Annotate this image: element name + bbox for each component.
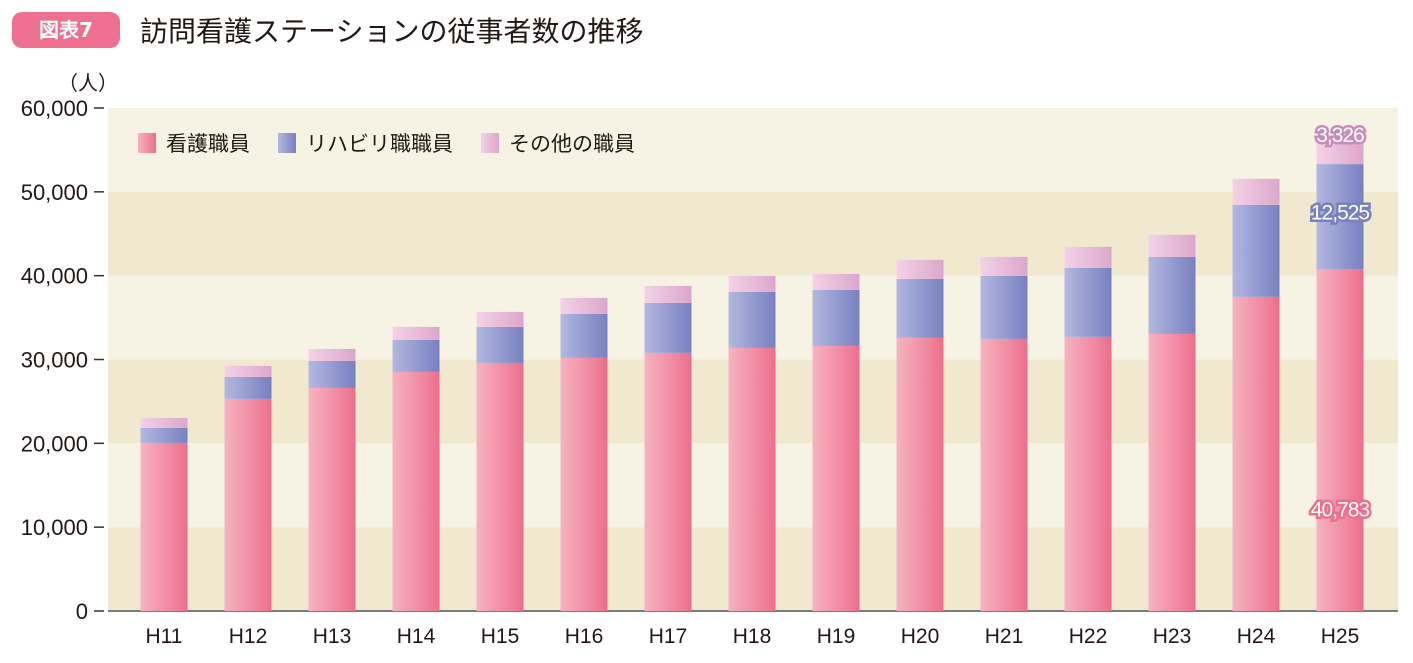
- bar-H12-看護職員: [224, 398, 272, 611]
- bar-H11-その他の職員: [140, 417, 188, 428]
- bar-H20-看護職員: [896, 337, 944, 611]
- bar-H25-看護職員: [1316, 269, 1364, 611]
- bar-H16-看護職員: [560, 357, 608, 611]
- y-tick-label: 20,000: [21, 431, 88, 456]
- legend-label: その他の職員: [509, 133, 635, 156]
- x-tick-label: H18: [733, 625, 772, 648]
- legend-swatch: [138, 133, 156, 153]
- y-tick-label: 10,000: [21, 515, 88, 540]
- bar-H22-その他の職員: [1064, 246, 1112, 268]
- bar-H21-リハビリ職職員: [980, 275, 1028, 339]
- bar-H20-その他の職員: [896, 259, 944, 279]
- bar-H24-リハビリ職職員: [1232, 204, 1280, 297]
- bar-H21-その他の職員: [980, 256, 1028, 276]
- y-tick-label: 40,000: [21, 264, 88, 289]
- x-tick-label: H14: [397, 625, 436, 648]
- bar-H24-看護職員: [1232, 296, 1280, 611]
- bar-H11-リハビリ職職員: [140, 427, 188, 443]
- bar-H25-その他の職員: [1316, 136, 1364, 165]
- bar-H14-リハビリ職職員: [392, 339, 440, 372]
- bar-H17-看護職員: [644, 352, 692, 611]
- data-label: 3,326: [1316, 124, 1364, 147]
- y-tick-label: 50,000: [21, 180, 88, 205]
- bar-H13-リハビリ職職員: [308, 360, 356, 388]
- bar-H22-リハビリ職職員: [1064, 267, 1112, 337]
- bar-H21-看護職員: [980, 338, 1028, 611]
- x-tick-label: H22: [1069, 625, 1108, 648]
- bar-H16-リハビリ職職員: [560, 313, 608, 358]
- legend-label: リハビリ職職員: [306, 133, 453, 156]
- bar-H13-看護職員: [308, 387, 356, 611]
- bar-H15-リハビリ職職員: [476, 326, 524, 363]
- bar-H22-看護職員: [1064, 336, 1112, 611]
- x-tick-label: H21: [985, 625, 1024, 648]
- bar-H19-その他の職員: [812, 273, 860, 290]
- bar-H16-その他の職員: [560, 297, 608, 314]
- bar-H11-看護職員: [140, 442, 188, 611]
- grid-band: [108, 108, 1398, 192]
- bar-H23-看護職員: [1148, 333, 1196, 611]
- bar-H19-リハビリ職職員: [812, 289, 860, 346]
- y-tick-label: 0: [76, 599, 88, 624]
- bar-H18-看護職員: [728, 347, 776, 611]
- bar-H15-その他の職員: [476, 311, 524, 327]
- x-tick-label: H19: [817, 625, 856, 648]
- y-tick-label: 60,000: [21, 96, 88, 121]
- y-tick-label: 30,000: [21, 348, 88, 373]
- x-tick-label: H16: [565, 625, 604, 648]
- legend-swatch: [278, 133, 296, 153]
- y-axis-label: （人）: [58, 72, 118, 95]
- legend-swatch: [481, 133, 499, 153]
- bar-H19-看護職員: [812, 345, 860, 611]
- bar-H18-その他の職員: [728, 275, 776, 292]
- bar-H14-その他の職員: [392, 326, 440, 340]
- x-tick-label: H17: [649, 625, 688, 648]
- x-tick-label: H15: [481, 625, 520, 648]
- x-tick-label: H13: [313, 625, 352, 648]
- bar-H23-その他の職員: [1148, 234, 1196, 257]
- x-tick-label: H23: [1153, 625, 1192, 648]
- x-tick-label: H20: [901, 625, 940, 648]
- chart-title: 訪問看護ステーションの従事者数の推移: [140, 15, 644, 48]
- bar-H13-その他の職員: [308, 348, 356, 361]
- x-tick-label: H12: [229, 625, 268, 648]
- figure-badge: 図表7: [12, 12, 120, 48]
- bar-H18-リハビリ職職員: [728, 291, 776, 348]
- bar-H12-リハビリ職職員: [224, 376, 272, 399]
- grid-band: [108, 191, 1398, 276]
- data-label: 12,525: [1311, 201, 1370, 224]
- x-tick-label: H25: [1321, 625, 1360, 648]
- bar-H20-リハビリ職職員: [896, 278, 944, 338]
- bar-H24-その他の職員: [1232, 178, 1280, 205]
- legend-label: 看護職員: [166, 133, 250, 156]
- bar-H12-その他の職員: [224, 365, 272, 377]
- x-tick-label: H24: [1237, 625, 1276, 648]
- bar-H17-その他の職員: [644, 285, 692, 303]
- bar-H14-看護職員: [392, 371, 440, 611]
- bar-H23-リハビリ職職員: [1148, 256, 1196, 334]
- data-label: 40,783: [1311, 498, 1370, 521]
- bar-H15-看護職員: [476, 362, 524, 611]
- bar-H17-リハビリ職職員: [644, 302, 692, 353]
- x-tick-label: H11: [146, 625, 183, 648]
- bar-H25-リハビリ職職員: [1316, 164, 1364, 270]
